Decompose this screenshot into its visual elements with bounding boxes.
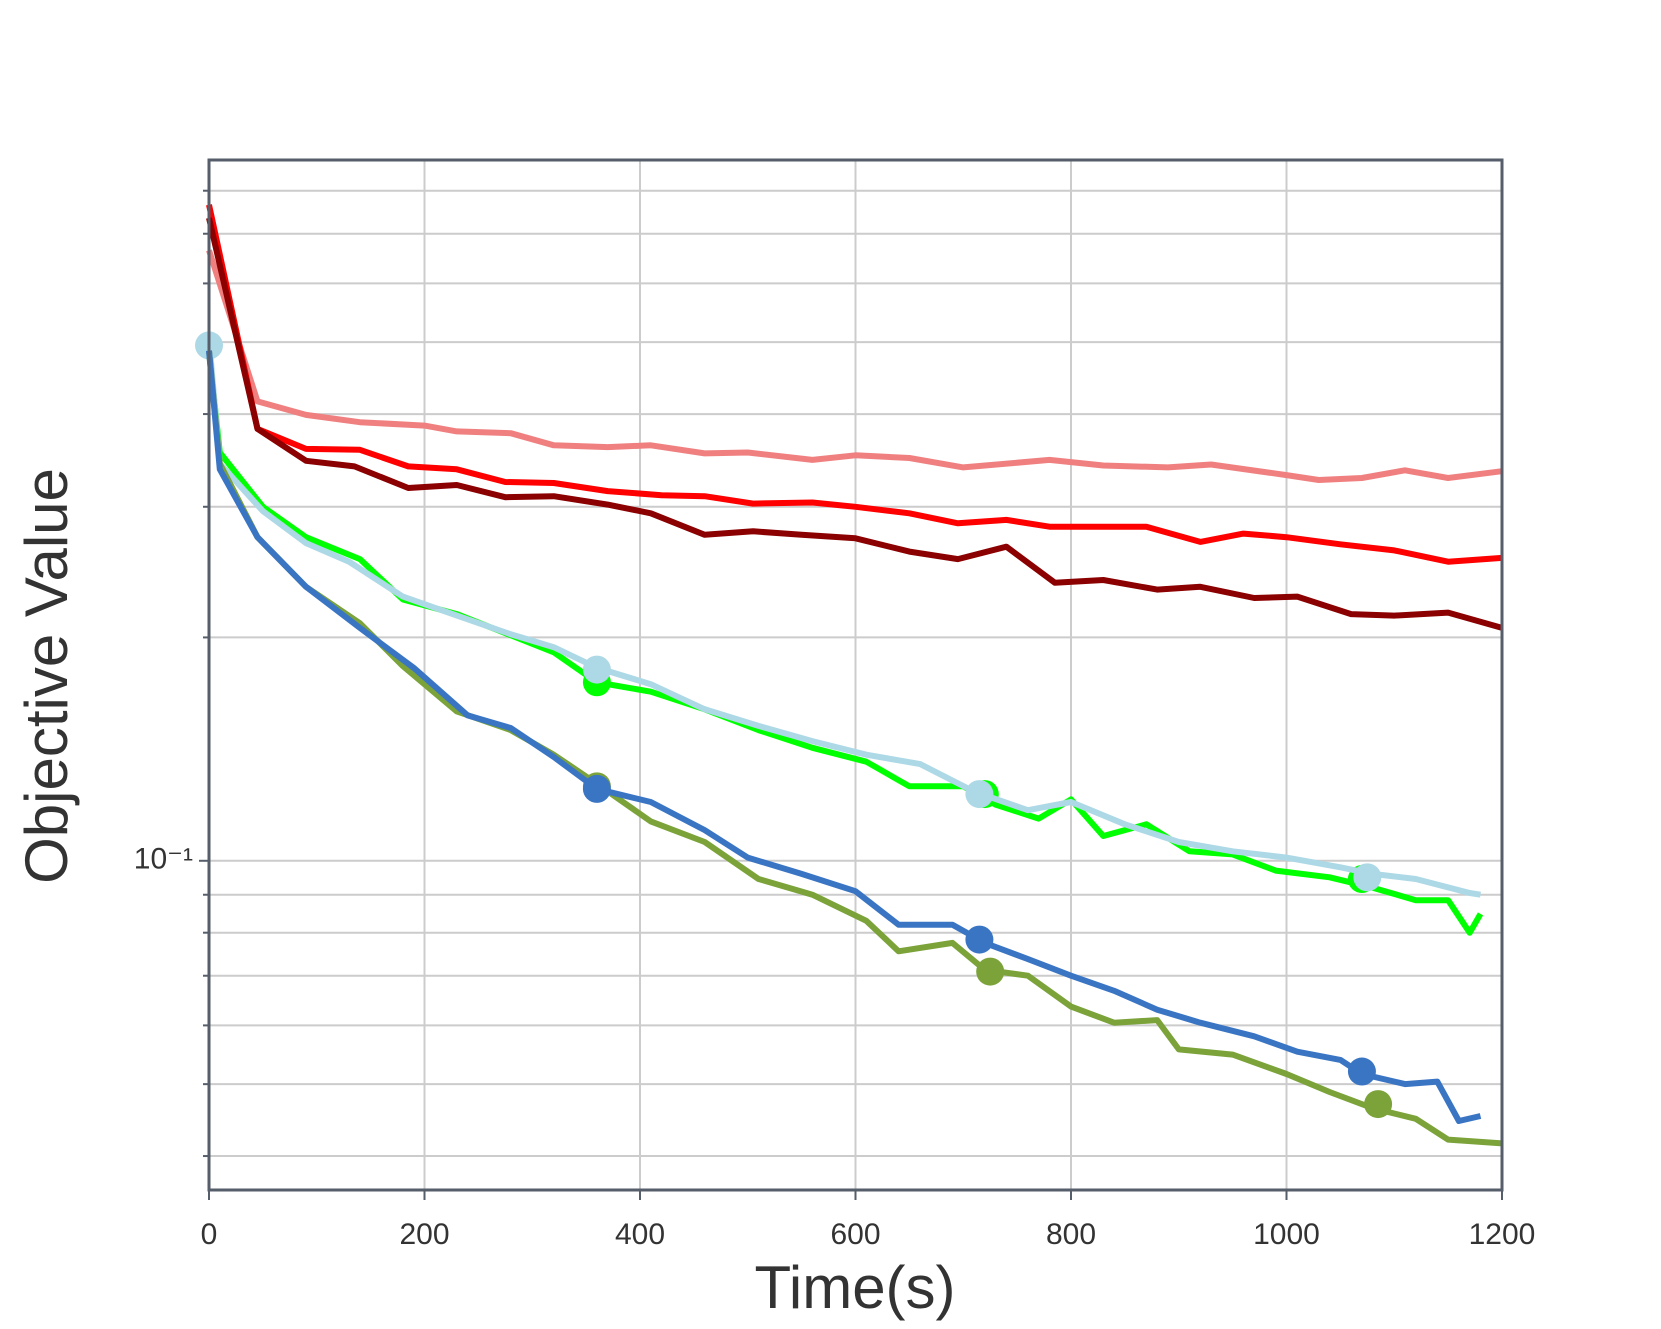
x-tick-label: 400 xyxy=(615,1218,665,1251)
series-line xyxy=(206,350,1484,936)
series-line xyxy=(206,217,1503,631)
series-marker xyxy=(965,925,994,954)
x-tick-label: 800 xyxy=(1046,1218,1096,1251)
x-axis-label: Time(s) xyxy=(754,1254,955,1321)
series-line xyxy=(206,350,1503,1147)
series-line xyxy=(206,249,1503,483)
series-marker xyxy=(1347,1057,1376,1086)
x-tick-label: 1000 xyxy=(1253,1218,1320,1251)
x-tick-label: 0 xyxy=(201,1218,218,1251)
series-marker xyxy=(582,655,611,684)
series-line xyxy=(206,338,1481,898)
x-tick-label: 600 xyxy=(830,1218,880,1251)
series-line xyxy=(206,204,1503,565)
series-marker xyxy=(1364,1090,1393,1119)
series-line xyxy=(206,350,1482,1124)
plot-frame xyxy=(207,158,1504,1192)
y-axis-label: Objective Value xyxy=(13,468,80,884)
series-marker xyxy=(582,774,611,803)
x-tick-label: 200 xyxy=(399,1218,449,1251)
series-marker xyxy=(976,957,1005,986)
series-marker xyxy=(965,780,994,809)
x-tick-label: 1200 xyxy=(1469,1218,1536,1251)
y-tick-label: 10⁻¹ xyxy=(134,843,193,876)
series-marker xyxy=(1353,863,1382,892)
